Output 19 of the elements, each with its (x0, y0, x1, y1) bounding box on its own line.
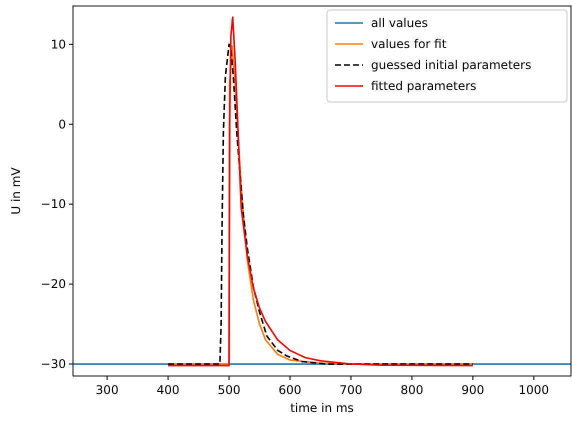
y-tick-label: 0 (58, 117, 66, 132)
y-axis-title: U in mV (9, 166, 23, 215)
y-tick-label: 10 (50, 37, 66, 52)
legend-label: values for fit (371, 37, 447, 51)
legend-label: fitted parameters (371, 79, 476, 93)
x-tick-label: 500 (218, 383, 240, 397)
x-tick-label: 400 (156, 383, 180, 397)
y-tick-label: −10 (40, 197, 66, 212)
legend-label: all values (371, 16, 428, 30)
x-tick-label: 700 (340, 383, 362, 397)
x-tick-label: 600 (278, 383, 302, 397)
y-tick-label: −30 (40, 357, 66, 372)
x-tick-label: 300 (96, 383, 119, 397)
x-axis-title: time in ms (290, 401, 354, 415)
legend-label: guessed initial parameters (371, 58, 532, 72)
y-tick-label: −20 (40, 277, 66, 292)
x-tick-label: 900 (461, 383, 484, 397)
x-tick-label: 800 (400, 383, 424, 397)
x-tick-label: 1000 (518, 383, 550, 397)
